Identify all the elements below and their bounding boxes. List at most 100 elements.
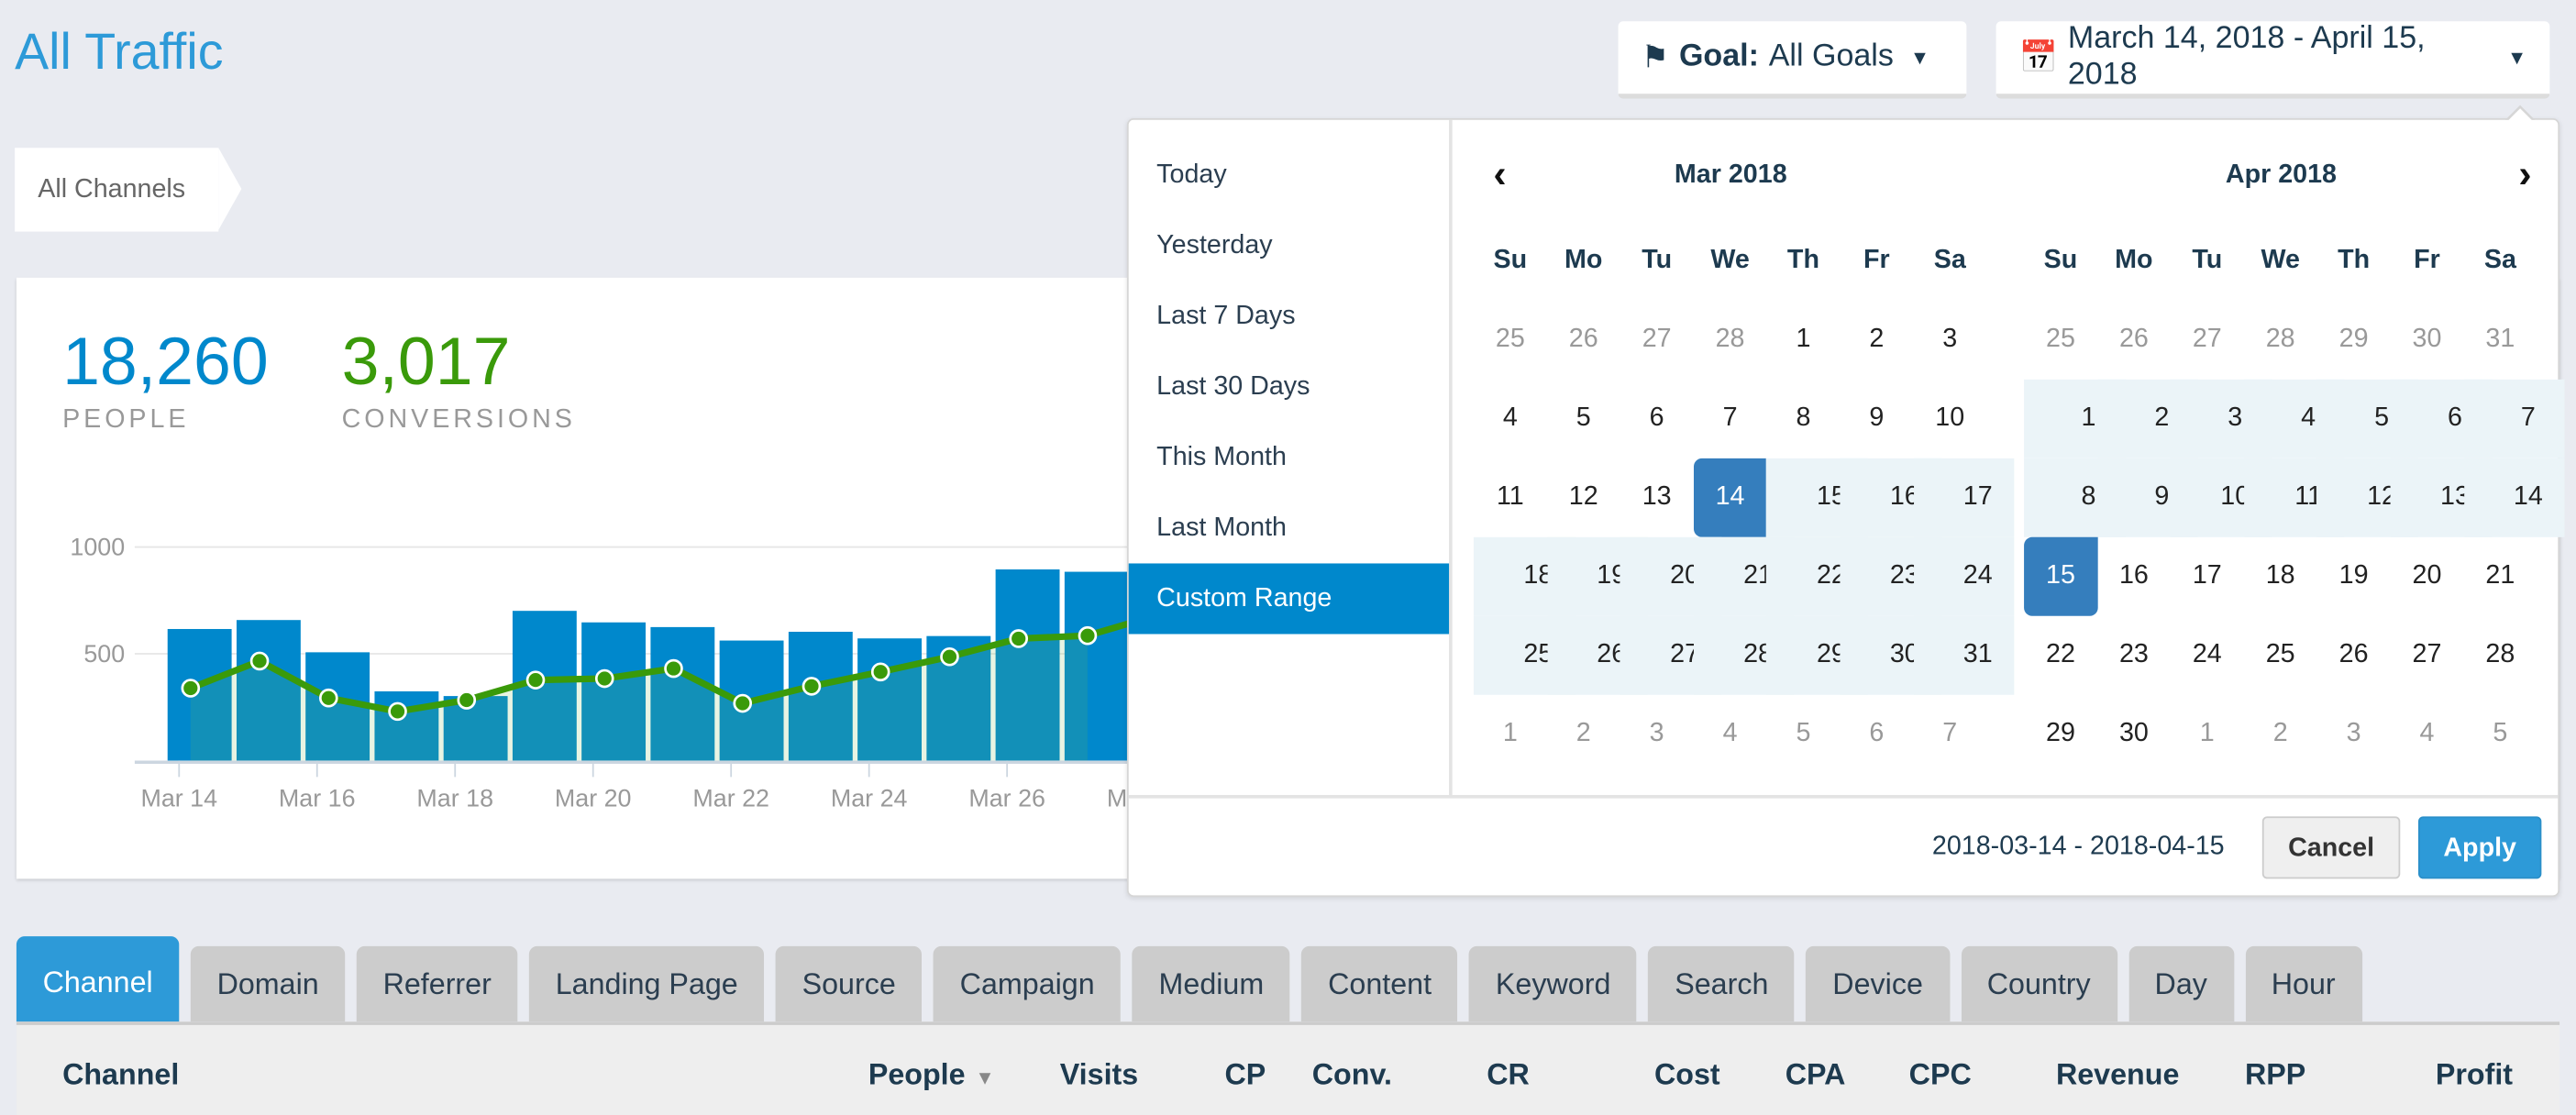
day-cell-off[interactable]: 28 <box>1715 325 1745 354</box>
day-cell-off[interactable]: 25 <box>2046 325 2075 354</box>
day-cell[interactable]: 8 <box>1796 403 1811 433</box>
column-header-cr[interactable]: CR <box>1487 1058 1530 1093</box>
range-last-30-days[interactable]: Last 30 Days <box>1156 372 1310 402</box>
day-cell[interactable]: 6 <box>1649 403 1664 433</box>
bar-mar-23[interactable] <box>788 632 853 761</box>
day-cell[interactable]: 26 <box>2338 640 2369 669</box>
day-cell-off[interactable]: 2 <box>1575 719 1591 748</box>
day-cell-off[interactable]: 5 <box>1796 719 1811 748</box>
day-cell[interactable]: 9 <box>1869 403 1885 433</box>
day-cell-off[interactable]: 3 <box>1649 719 1664 748</box>
conversion-point[interactable] <box>870 662 890 682</box>
day-cell[interactable]: 2 <box>1869 325 1885 354</box>
column-header-cpc[interactable]: CPC <box>1909 1058 1972 1093</box>
day-cell[interactable]: 1 <box>1796 325 1811 354</box>
day-cell-off[interactable]: 7 <box>1942 719 1958 748</box>
column-header-visits[interactable]: Visits <box>1060 1058 1138 1093</box>
tab-medium[interactable]: Medium <box>1132 945 1290 1022</box>
day-cell-off[interactable]: 1 <box>2199 719 2215 748</box>
column-header-people[interactable]: People ▼ <box>868 1058 995 1093</box>
day-cell[interactable]: 18 <box>2265 561 2295 591</box>
day-cell[interactable]: 23 <box>2118 640 2149 669</box>
conversion-point[interactable] <box>802 677 822 696</box>
tab-source[interactable]: Source <box>775 945 923 1022</box>
tab-campaign[interactable]: Campaign <box>934 945 1122 1022</box>
range-last-month[interactable]: Last Month <box>1156 513 1287 543</box>
range-yesterday[interactable]: Yesterday <box>1156 231 1273 260</box>
column-header-profit[interactable]: Profit <box>2436 1058 2513 1093</box>
day-cell-off[interactable]: 28 <box>2265 325 2295 354</box>
day-cell-end[interactable]: 15 <box>2024 536 2097 616</box>
day-cell-off[interactable]: 6 <box>1869 719 1885 748</box>
day-cell-off[interactable]: 27 <box>1642 325 1672 354</box>
day-cell-range[interactable]: 17 <box>1913 458 2015 537</box>
tab-keyword[interactable]: Keyword <box>1469 945 1638 1022</box>
column-header-conv[interactable]: Conv. <box>1312 1058 1392 1093</box>
day-cell-off[interactable]: 4 <box>1722 719 1738 748</box>
bar-mar-20[interactable] <box>581 622 647 761</box>
day-cell[interactable]: 10 <box>1935 403 1965 433</box>
conversion-point[interactable] <box>388 701 407 722</box>
day-cell[interactable]: 16 <box>2118 561 2149 591</box>
column-header-revenue[interactable]: Revenue <box>2056 1058 2179 1093</box>
next-month-icon[interactable]: › <box>2518 152 2532 197</box>
tab-content[interactable]: Content <box>1301 945 1458 1022</box>
day-cell[interactable]: 22 <box>2046 640 2075 669</box>
tab-country[interactable]: Country <box>1961 945 2117 1022</box>
day-cell[interactable]: 27 <box>2412 640 2442 669</box>
conversion-point[interactable] <box>594 668 614 689</box>
day-cell-off[interactable]: 4 <box>2419 719 2435 748</box>
tab-hour[interactable]: Hour <box>2245 945 2362 1022</box>
bar-mar-27[interactable] <box>1064 571 1129 761</box>
day-cell[interactable]: 3 <box>1942 325 1958 354</box>
day-cell[interactable]: 12 <box>1568 482 1598 512</box>
goal-dropdown[interactable]: ⚑ Goal: All Goals ▼ <box>1618 21 1967 99</box>
day-cell-off[interactable]: 30 <box>2412 325 2442 354</box>
column-header-cost[interactable]: Cost <box>1654 1058 1720 1093</box>
day-cell-off[interactable]: 3 <box>2346 719 2361 748</box>
cancel-button[interactable]: Cancel <box>2261 816 2401 879</box>
column-header-cp[interactable]: CP <box>1225 1058 1266 1093</box>
day-cell[interactable]: 17 <box>2192 561 2222 591</box>
column-header-rpp[interactable]: RPP <box>2245 1058 2305 1093</box>
day-cell[interactable]: 20 <box>2412 561 2442 591</box>
day-cell-range[interactable]: 7 <box>2463 379 2565 458</box>
day-cell[interactable]: 5 <box>1575 403 1591 433</box>
bar-mar-18[interactable] <box>443 696 508 761</box>
bar-mar-24[interactable] <box>857 638 923 761</box>
day-cell-start[interactable]: 14 <box>1693 458 1767 537</box>
day-cell[interactable]: 13 <box>1642 482 1672 512</box>
conversion-point[interactable] <box>318 688 338 708</box>
bar-mar-21[interactable] <box>650 626 715 761</box>
day-cell[interactable]: 21 <box>2485 561 2515 591</box>
conversion-point[interactable] <box>733 693 753 713</box>
tab-search[interactable]: Search <box>1648 945 1796 1022</box>
day-cell[interactable]: 25 <box>2265 640 2295 669</box>
conversion-point[interactable] <box>1009 629 1028 648</box>
tab-referrer[interactable]: Referrer <box>356 945 518 1022</box>
bar-mar-15[interactable] <box>236 620 301 761</box>
prev-month-icon[interactable]: ‹ <box>1493 152 1507 197</box>
tab-landing-page[interactable]: Landing Page <box>529 945 765 1022</box>
day-cell-off[interactable]: 31 <box>2485 325 2515 354</box>
day-cell[interactable]: 28 <box>2485 640 2515 669</box>
conversion-point[interactable] <box>457 690 477 710</box>
day-cell-off[interactable]: 29 <box>2338 325 2369 354</box>
date-range-dropdown[interactable]: 📅 March 14, 2018 - April 15, 2018 ▼ <box>1996 21 2550 99</box>
day-cell[interactable]: 4 <box>1502 403 1518 433</box>
bar-mar-14[interactable] <box>167 628 232 761</box>
day-cell-range[interactable]: 31 <box>1913 615 2015 695</box>
tab-day[interactable]: Day <box>2128 945 2234 1022</box>
day-cell[interactable]: 30 <box>2118 719 2149 748</box>
conversion-point[interactable] <box>249 651 270 671</box>
column-header-channel[interactable]: Channel <box>62 1058 179 1093</box>
day-cell[interactable]: 29 <box>2046 719 2075 748</box>
tab-device[interactable]: Device <box>1806 945 1950 1022</box>
day-cell-off[interactable]: 2 <box>2272 719 2288 748</box>
day-cell-off[interactable]: 27 <box>2192 325 2222 354</box>
day-cell-off[interactable]: 26 <box>2118 325 2149 354</box>
day-cell[interactable]: 11 <box>1496 482 1524 512</box>
day-cell[interactable]: 19 <box>2338 561 2369 591</box>
column-header-cpa[interactable]: CPA <box>1786 1058 1846 1093</box>
conversion-point[interactable] <box>525 670 546 690</box>
